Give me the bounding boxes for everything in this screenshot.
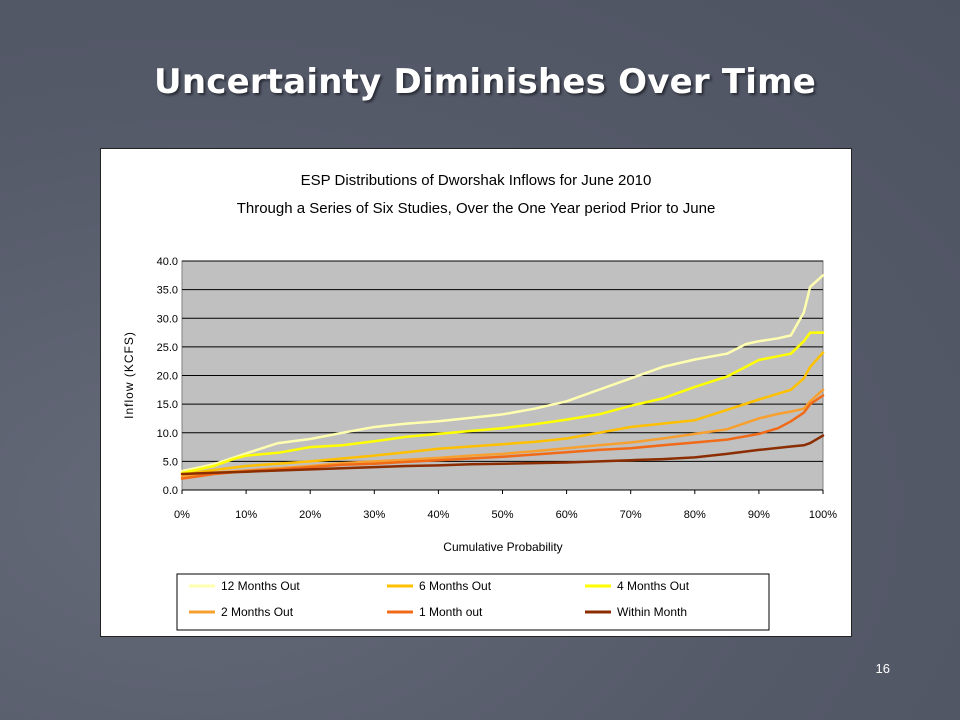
legend-label: 2 Months Out — [221, 605, 294, 619]
x-tick-label: 20% — [299, 509, 321, 521]
y-tick-label: 15.0 — [157, 399, 178, 411]
legend: 12 Months Out 6 Months Out 4 Months Out 2 M… — [176, 573, 770, 631]
page-number: 16 — [875, 661, 890, 676]
chart-subtitle: Through a Series of Six Studies, Over th… — [237, 200, 716, 217]
y-tick-label: 20.0 — [157, 371, 178, 383]
y-tick-label: 30.0 — [157, 313, 178, 325]
series-line-4 — [180, 394, 825, 480]
tick-layer: 0.0 5.0 10.0 15.0 20.0 25.0 30.0 35.0 40.0 0% 10% 2… — [157, 256, 838, 521]
x-axis-label: Cumulative Probability — [443, 540, 562, 554]
y-tick-label: 5.0 — [163, 456, 178, 468]
chart-svg: ESP Distributions of Dworshak Inflows fo… — [122, 172, 838, 631]
x-tick-label: 40% — [427, 509, 449, 521]
chart-title: ESP Distributions of Dworshak Inflows fo… — [301, 172, 652, 189]
x-tick-label: 50% — [491, 509, 513, 521]
series-line-1 — [180, 351, 825, 476]
legend-box — [176, 573, 770, 631]
legend-label: Within Month — [617, 605, 687, 619]
y-tick-label: 40.0 — [157, 256, 178, 268]
slide-title: Uncertainty Diminishes Over Time — [154, 62, 816, 102]
x-tick-label: 70% — [620, 509, 642, 521]
y-tick-label: 35.0 — [157, 285, 178, 297]
y-tick-label: 0.0 — [163, 485, 178, 497]
y-tick-label: 25.0 — [157, 342, 178, 354]
legend-label: 1 Month out — [419, 605, 483, 619]
x-tick-label: 90% — [748, 509, 770, 521]
grid-layer — [182, 260, 823, 491]
x-tick-label: 100% — [809, 509, 837, 521]
chart-frame: ESP Distributions of Dworshak Inflows fo… — [100, 148, 852, 637]
x-tick-label: 10% — [235, 509, 257, 521]
y-axis-label: Inflow (KCFS) — [122, 331, 136, 419]
legend-label: 6 Months Out — [419, 579, 492, 593]
legend-label: 12 Months Out — [221, 579, 300, 593]
x-tick-label: 0% — [174, 509, 190, 521]
legend-label: 4 Months Out — [617, 579, 690, 593]
series-line-5 — [180, 434, 825, 476]
series-line-2 — [180, 331, 825, 475]
x-tick-label: 60% — [556, 509, 578, 521]
x-tick-label: 30% — [363, 509, 385, 521]
series-line-0 — [180, 274, 825, 473]
x-tick-label: 80% — [684, 509, 706, 521]
series-layer — [180, 274, 825, 480]
y-tick-label: 10.0 — [157, 428, 178, 440]
